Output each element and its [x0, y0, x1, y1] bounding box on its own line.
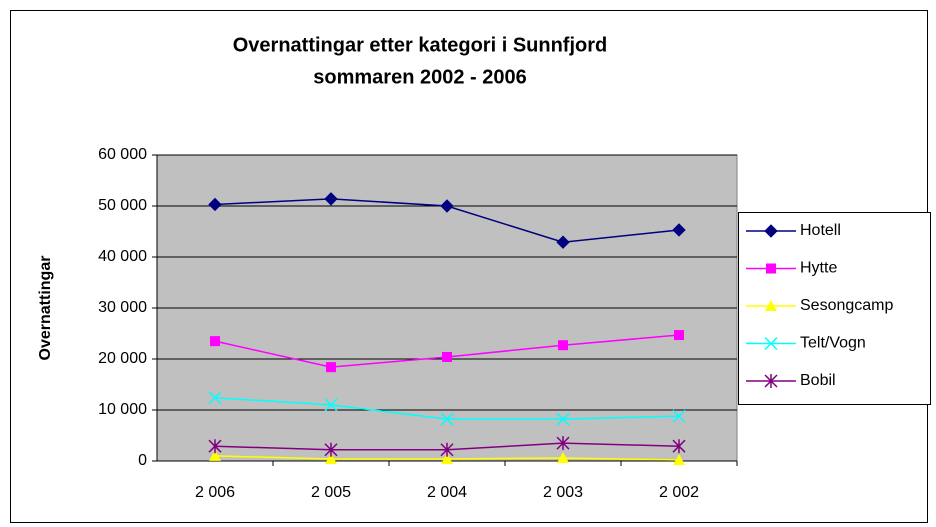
y-tick-label: 20 000	[98, 350, 147, 367]
marker	[440, 199, 454, 213]
y-tick-label: 10 000	[98, 401, 147, 418]
y-tick-label: 30 000	[98, 299, 147, 316]
legend-label: Hytte	[800, 260, 837, 277]
marker	[558, 340, 568, 351]
chart-subtitle: sommaren 2002 - 2006	[313, 66, 526, 88]
marker	[556, 235, 570, 249]
marker	[764, 224, 778, 238]
chart-title: Overnattingar etter kategori i Sunnfjord	[233, 34, 608, 56]
marker	[766, 263, 776, 274]
marker	[325, 452, 337, 464]
x-tick-label: 2 002	[659, 484, 699, 501]
marker	[764, 336, 778, 351]
y-axis-label: Overnattingar	[37, 256, 54, 361]
marker	[673, 453, 685, 465]
marker	[672, 409, 686, 423]
marker	[208, 391, 222, 405]
marker	[440, 442, 454, 457]
marker	[764, 374, 778, 388]
marker	[440, 412, 454, 426]
marker	[324, 398, 338, 412]
marker	[442, 351, 452, 362]
y-tick-label: 40 000	[98, 248, 147, 265]
x-tick-label: 2 004	[427, 484, 467, 501]
legend-label: Sesongcamp	[800, 297, 893, 314]
y-tick-label: 60 000	[98, 146, 147, 163]
x-tick-label: 2 003	[543, 484, 583, 501]
marker	[674, 330, 684, 341]
x-tick-label: 2 005	[311, 484, 351, 501]
legend-label: Telt/Vogn	[800, 335, 866, 352]
marker	[324, 192, 338, 206]
marker	[672, 439, 686, 454]
y-tick-label: 50 000	[98, 197, 147, 214]
marker	[557, 451, 569, 463]
marker	[441, 452, 453, 464]
marker	[556, 436, 570, 451]
x-tick-label: 2 006	[195, 484, 235, 501]
marker	[326, 362, 336, 373]
marker	[765, 300, 777, 311]
legend-label: Bobil	[800, 372, 836, 389]
marker	[324, 442, 338, 457]
marker	[209, 449, 221, 461]
marker	[556, 412, 570, 426]
marker	[210, 336, 220, 347]
y-tick-label: 0	[138, 452, 147, 469]
marker	[208, 197, 222, 212]
marker	[208, 439, 222, 454]
legend-label: Hotell	[800, 222, 841, 239]
marker	[672, 223, 686, 237]
